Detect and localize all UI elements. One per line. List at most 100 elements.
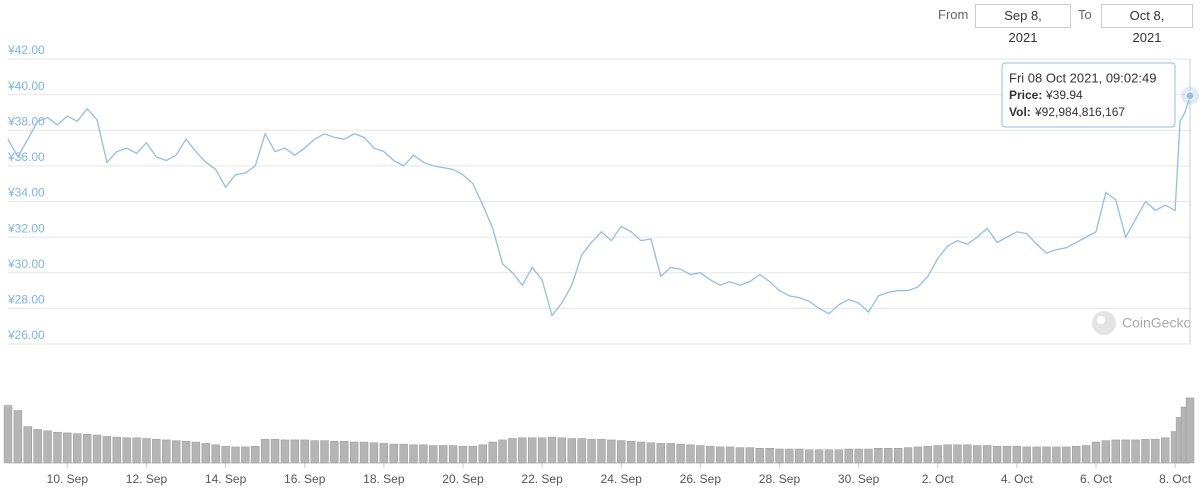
volume-bar [369,442,379,464]
volume-bar [458,445,468,464]
volume-bar [1131,439,1140,464]
volume-bar [23,426,32,464]
volume-bar [1071,445,1081,464]
volume-bar [389,443,398,464]
tooltip-vol: ¥92,984,816,167 [1034,105,1125,119]
volume-bar [310,440,319,464]
x-tick-label: 24. Sep [601,472,643,486]
volume-bar [537,437,547,464]
volume-bar [824,449,834,464]
volume-bar [528,437,537,464]
volume-bar [181,441,191,464]
volume-bar [775,448,784,464]
volume-bar [953,444,962,464]
volume-bar [1111,439,1120,464]
volume-bar [330,441,339,464]
volume-bar [893,448,903,464]
watermark-logo [1092,311,1116,335]
from-label: From [938,7,969,22]
volume-bar [73,433,82,464]
tooltip-vol-label: Vol: [1009,105,1031,119]
x-tick-label: 30. Sep [838,472,880,486]
volume-bar [191,441,201,464]
volume-bar [1042,446,1051,464]
volume-bar [696,445,705,464]
to-label: To [1078,7,1092,22]
volume-bar [162,439,171,464]
volume-bar [142,438,151,464]
volume-bar [854,448,863,464]
volume-bar [903,447,913,464]
volume-bar [646,442,656,464]
volume-bar [43,430,52,464]
volume-bar [1141,438,1150,464]
volume-bar [102,436,112,464]
volume-bar [171,440,181,464]
volume-bar [547,436,557,464]
volume-bar [992,445,1002,464]
tooltip-price: ¥39.94 [1045,88,1083,102]
volume-bar [13,410,23,464]
volume-bar [82,434,92,464]
volume-bar [597,438,606,464]
volume-bar [33,429,42,464]
volume-bar [152,438,161,464]
volume-bar [1032,446,1041,464]
volume-bar [429,445,438,464]
volume-bar [715,446,725,464]
volume-bar [686,444,695,464]
volume-bar [508,438,517,464]
volume-bar [666,443,675,464]
volume-bar [399,443,408,464]
watermark: CoinGecko [1092,311,1191,335]
volume-bar [290,439,300,464]
volume-bar [63,432,72,464]
to-input[interactable]: Oct 8, 2021 [1101,4,1193,45]
volume-bar [1101,440,1111,464]
tooltip-date: Fri 08 Oct 2021, 09:02:49 [1009,70,1156,85]
volume-bar [943,444,952,464]
volume-bar [320,440,329,464]
hover-point [1185,91,1195,101]
volume-bar [3,405,13,464]
volume-bar [626,441,636,464]
x-tick-label: 10. Sep [47,472,89,486]
volume-bar [1022,446,1031,464]
volume-bar [874,448,883,464]
watermark-text: CoinGecko [1122,315,1191,331]
volume-bar [725,446,735,464]
volume-bar [201,443,211,464]
volume-bar [745,447,755,464]
volume-bar [814,449,824,464]
x-tick-label: 18. Sep [363,472,405,486]
x-tick-label: 26. Sep [680,472,722,486]
volume-bar [419,444,428,464]
volume-bar [844,448,853,464]
tooltip-price-label: Price: [1009,88,1042,102]
y-tick-label: ¥36.00 [7,150,45,164]
tooltip: Fri 08 Oct 2021, 09:02:49 Price: ¥39.94 … [1001,62,1176,128]
y-tick-label: ¥42.00 [7,43,45,57]
volume-bar [567,438,576,464]
x-tick-label: 12. Sep [126,472,168,486]
volume-bar [448,445,458,464]
x-tick-label: 2. Oct [922,472,955,486]
volume-bar [280,439,290,464]
volume-bar [587,438,596,464]
volume-bar [488,441,497,464]
volume-bar [211,444,220,464]
volume-bar [132,437,141,464]
y-tick-label: ¥40.00 [7,79,45,93]
volume-bar [359,441,369,464]
x-tick-label: 16. Sep [284,472,326,486]
volume-bar [1052,446,1061,464]
x-tick-label: 22. Sep [521,472,563,486]
price-line [7,95,1191,317]
volume-bar [765,448,774,464]
from-input[interactable]: Sep 8, 2021 [975,4,1071,45]
volume-bar [923,445,933,464]
y-tick-label: ¥28.00 [7,293,45,307]
volume-bar [706,445,715,464]
